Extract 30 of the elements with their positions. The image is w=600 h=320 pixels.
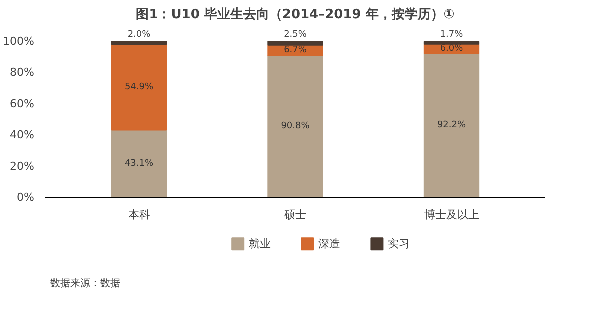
data-label: 1.7% xyxy=(440,30,464,40)
bar xyxy=(268,41,324,46)
x-tick-label: 本科 xyxy=(128,208,150,222)
data-label: 43.1% xyxy=(124,158,154,169)
data-label: 6.7% xyxy=(284,46,308,56)
chart-title: 图1：U10 毕业生去向（2014–2019 年，按学历）① xyxy=(136,6,455,22)
y-tick-label: 0% xyxy=(17,191,34,204)
legend-label: 实习 xyxy=(388,238,410,251)
data-label: 2.0% xyxy=(128,30,152,40)
bar xyxy=(111,130,168,198)
x-tick-label: 硕士 xyxy=(284,208,306,222)
bar xyxy=(268,55,324,198)
data-label: 6.0% xyxy=(440,44,464,54)
data-label: 90.8% xyxy=(281,122,310,132)
legend-label: 就业 xyxy=(248,238,271,251)
bar xyxy=(111,44,168,131)
y-tick-label: 80% xyxy=(10,66,35,80)
source-note: 数据来源：数据 xyxy=(50,278,120,290)
y-tick-label: 40% xyxy=(10,128,35,142)
data-label: 2.5% xyxy=(284,30,308,40)
y-tick-label: 20% xyxy=(10,160,35,173)
bar xyxy=(111,41,168,46)
bar xyxy=(424,41,480,45)
bar xyxy=(424,53,480,198)
data-label: 54.9% xyxy=(124,82,154,92)
x-tick-label: 博士及以上 xyxy=(424,208,480,222)
data-label: 92.2% xyxy=(437,120,466,131)
legend-label: 深造 xyxy=(318,238,340,251)
y-tick-label: 60% xyxy=(10,97,35,110)
y-tick-label: 100% xyxy=(3,35,35,48)
